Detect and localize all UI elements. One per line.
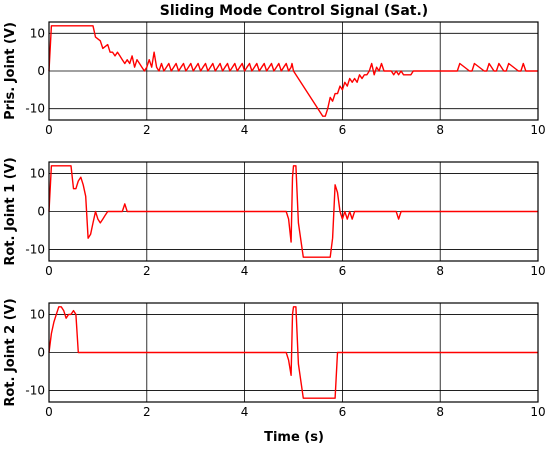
chart-title: Sliding Mode Control Signal (Sat.) <box>160 3 428 19</box>
plot-frame <box>48 302 539 403</box>
x-tick-label: 10 <box>530 264 545 278</box>
x-axis-label: Time (s) <box>264 430 324 445</box>
x-tick-label: 0 <box>45 123 53 137</box>
control-signal-line <box>48 25 538 117</box>
y-tick-label: 0 <box>37 346 45 360</box>
control-signal-line <box>48 165 538 258</box>
x-tick-label: 4 <box>241 123 249 137</box>
y-tick-label: -10 <box>25 102 45 116</box>
x-tick-label: 2 <box>143 123 151 137</box>
y-axis-label: Pris. Joint (V) <box>3 22 18 120</box>
y-axis-label: Rot. Joint 1 (V) <box>3 157 18 265</box>
control-signal-line <box>48 306 538 399</box>
x-tick-label: 0 <box>45 264 53 278</box>
x-tick-label: 2 <box>143 264 151 278</box>
x-tick-label: 8 <box>436 405 444 419</box>
x-tick-label: 4 <box>241 264 249 278</box>
y-tick-label: 10 <box>30 166 45 180</box>
x-tick-label: 8 <box>436 123 444 137</box>
x-tick-label: 6 <box>339 123 347 137</box>
x-tick-label: 4 <box>241 405 249 419</box>
y-tick-label: 0 <box>37 64 45 78</box>
plot-frame <box>48 161 539 262</box>
y-tick-label: -10 <box>25 384 45 398</box>
x-tick-label: 6 <box>339 405 347 419</box>
x-tick-label: 8 <box>436 264 444 278</box>
x-tick-label: 6 <box>339 264 347 278</box>
x-tick-label: 10 <box>530 405 545 419</box>
y-axis-label: Rot. Joint 2 (V) <box>3 298 18 406</box>
y-tick-label: 10 <box>30 307 45 321</box>
x-tick-label: 2 <box>143 405 151 419</box>
plot-frame <box>48 21 539 121</box>
y-tick-label: 10 <box>30 26 45 40</box>
x-tick-label: 0 <box>45 405 53 419</box>
x-tick-label: 10 <box>530 123 545 137</box>
y-tick-label: -10 <box>25 243 45 257</box>
y-tick-label: 0 <box>37 205 45 219</box>
